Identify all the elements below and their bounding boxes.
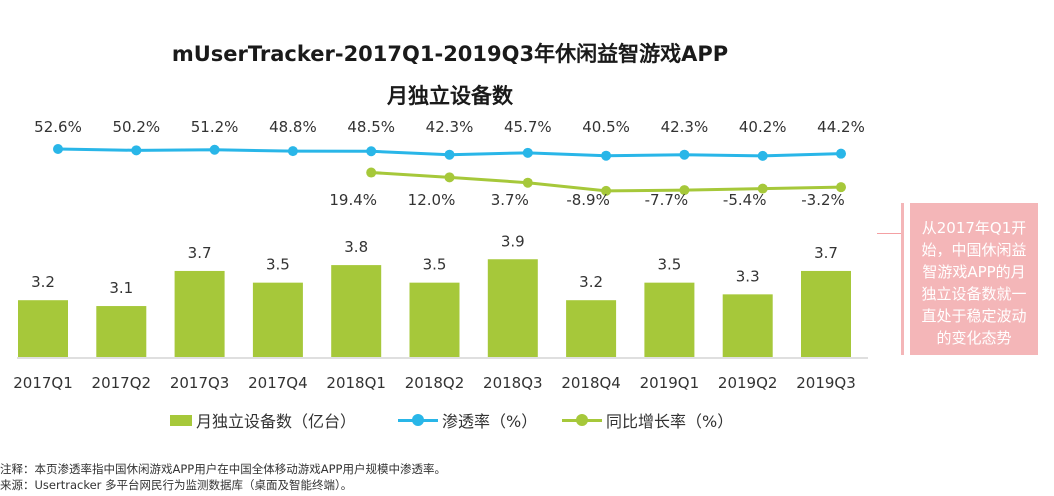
- yoy-label: -8.9%: [566, 191, 610, 209]
- legend-bar-swatch: [170, 414, 192, 426]
- x-tick-label: 2018Q2: [405, 374, 465, 392]
- yoy-label: -7.7%: [645, 191, 689, 209]
- chart-title: mUserTracker-2017Q1-2019Q3年休闲益智游戏APP: [171, 42, 729, 66]
- callout-accent-bar: [901, 203, 904, 355]
- x-tick-label: 2019Q3: [796, 374, 856, 392]
- bar-value-label: 3.5: [657, 256, 681, 274]
- x-tick-label: 2018Q3: [483, 374, 543, 392]
- penetration-point: [287, 146, 298, 157]
- legend-item-devices: 月独立设备数（亿台）: [170, 408, 356, 432]
- legend-line-swatch-penetration: [398, 413, 438, 427]
- yoy-label: -3.2%: [801, 191, 845, 209]
- penetration-point: [209, 144, 220, 155]
- legend-item-penetration: 渗透率（%）: [398, 408, 537, 432]
- yoy-point: [601, 185, 612, 196]
- x-tick-label: 2019Q2: [718, 374, 778, 392]
- yoy-point: [366, 167, 377, 178]
- bar: [252, 282, 303, 357]
- penetration-label: 42.3%: [661, 118, 709, 136]
- penetration-point: [366, 146, 377, 157]
- legend-item-yoy: 同比增长率（%）: [562, 408, 733, 432]
- bar: [722, 294, 773, 357]
- bar: [331, 265, 382, 357]
- bar: [409, 282, 460, 357]
- yoy-point: [757, 183, 768, 194]
- bar: [644, 282, 695, 357]
- bar-value-label: 3.8: [344, 238, 368, 256]
- bar: [174, 270, 225, 357]
- bar-value-label: 3.2: [31, 273, 55, 291]
- penetration-point: [679, 149, 690, 160]
- footnote-source: 来源：Usertracker 多平台网民行为监测数据库（桌面及智能终端）。: [0, 478, 353, 492]
- yoy-label: -5.4%: [723, 191, 767, 209]
- bar: [18, 300, 68, 357]
- x-tick-label: 2017Q2: [92, 374, 152, 392]
- footnote-comment: 注释：本页渗透率指中国休闲游戏APP用户在中国全体移动游戏APP用户规模中渗透率…: [0, 462, 446, 476]
- callout-box: 从2017年Q1开始，中国休闲益智游戏APP的月独立设备数就一直处于稳定波动的变…: [910, 203, 1038, 355]
- legend-line-swatch-yoy: [562, 413, 602, 427]
- bar: [487, 259, 538, 357]
- bar: [566, 300, 617, 357]
- yoy-point: [836, 182, 846, 193]
- penetration-label: 45.7%: [504, 118, 552, 136]
- penetration-point: [601, 150, 612, 161]
- bar-value-label: 3.2: [579, 273, 603, 291]
- penetration-point: [444, 149, 455, 160]
- x-tick-label: 2017Q4: [248, 374, 308, 392]
- penetration-label: 40.2%: [739, 118, 787, 136]
- chart-subtitle: 月独立设备数: [387, 84, 513, 108]
- chart-legend: 月独立设备数（亿台） 渗透率（%） 同比增长率（%）: [0, 408, 900, 432]
- yoy-point: [679, 185, 690, 196]
- penetration-point: [757, 150, 768, 161]
- penetration-label: 48.8%: [269, 118, 317, 136]
- legend-label-penetration: 渗透率（%）: [442, 412, 538, 431]
- bar-value-label: 3.7: [188, 244, 212, 262]
- penetration-point: [522, 147, 533, 158]
- yoy-point: [444, 172, 455, 183]
- bar-value-label: 3.1: [109, 279, 133, 297]
- x-tick-label: 2018Q4: [561, 374, 621, 392]
- bar-value-label: 3.3: [736, 267, 760, 285]
- x-tick-label: 2019Q1: [640, 374, 700, 392]
- penetration-label: 51.2%: [191, 118, 239, 136]
- yoy-label: 3.7%: [491, 191, 529, 209]
- bar: [801, 270, 851, 357]
- legend-label-yoy: 同比增长率（%）: [606, 412, 734, 431]
- x-tick-label: 2017Q1: [13, 374, 73, 392]
- penetration-label: 50.2%: [112, 118, 160, 136]
- bar-value-label: 3.5: [423, 256, 447, 274]
- penetration-label: 40.5%: [582, 118, 630, 136]
- penetration-label: 44.2%: [817, 118, 865, 136]
- bar-value-label: 3.9: [501, 232, 525, 250]
- footnotes: 注释：本页渗透率指中国休闲游戏APP用户在中国全体移动游戏APP用户规模中渗透率…: [0, 461, 446, 493]
- penetration-point: [131, 145, 142, 156]
- bar-value-label: 3.7: [814, 244, 838, 262]
- x-tick-label: 2017Q3: [170, 374, 230, 392]
- bar-value-label: 3.5: [266, 256, 290, 274]
- callout-connector: [877, 233, 901, 234]
- yoy-label: 12.0%: [408, 191, 456, 209]
- chart-area: 3.2 2017Q1 3.1 2017Q2 3.7 2017Q3 3.5 2017Q4 3.8 2…: [13, 118, 868, 392]
- x-tick-label: 2018Q1: [326, 374, 386, 392]
- bar: [96, 306, 147, 357]
- yoy-label: 19.4%: [329, 191, 377, 209]
- penetration-label: 42.3%: [426, 118, 474, 136]
- penetration-point: [836, 148, 846, 159]
- penetration-label: 48.5%: [347, 118, 395, 136]
- legend-label-devices: 月独立设备数（亿台）: [196, 412, 357, 431]
- yoy-point: [522, 177, 533, 188]
- penetration-point: [53, 144, 63, 154]
- penetration-label: 52.6%: [34, 118, 82, 136]
